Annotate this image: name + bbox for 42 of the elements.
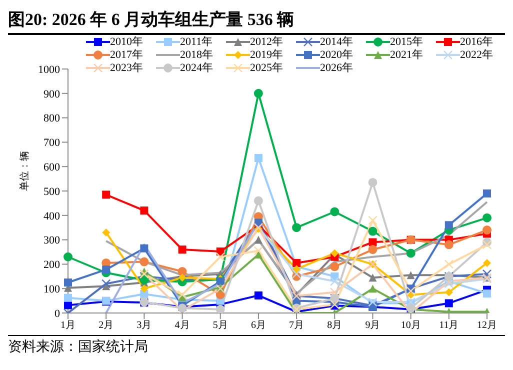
x-tick-label: 5月 xyxy=(212,320,228,332)
y-tick-label: 100 xyxy=(44,284,60,296)
legend-label: 2011年 xyxy=(180,35,213,49)
legend-label: 2010年 xyxy=(110,35,143,49)
x-tick-label: 10月 xyxy=(400,320,421,332)
y-tick-label: 400 xyxy=(44,210,60,222)
y-tick-label: 600 xyxy=(44,162,60,174)
legend-label: 2023年 xyxy=(110,61,143,75)
y-axis-title: 单位：辆 xyxy=(18,151,31,191)
x-tick-label: 11月 xyxy=(439,320,459,332)
legend-label: 2014年 xyxy=(320,35,353,49)
y-tick-label: 900 xyxy=(44,88,60,100)
y-tick-label: 700 xyxy=(44,137,60,150)
x-tick-label: 6月 xyxy=(250,320,266,332)
y-tick-label: 300 xyxy=(44,234,60,247)
chart-title: 图20: 2026 年 6 月动车组生产量 536 辆 xyxy=(8,8,505,35)
y-tick-label: 0 xyxy=(54,308,60,320)
x-tick-label: 8月 xyxy=(327,320,342,332)
legend-label: 2025年 xyxy=(250,61,283,75)
x-tick-label: 7月 xyxy=(289,320,304,332)
x-tick-label: 2月 xyxy=(98,320,114,332)
x-tick-label: 4月 xyxy=(174,320,190,332)
legend-label: 2019年 xyxy=(250,48,283,62)
legend-label: 2018年 xyxy=(180,48,213,62)
y-tick-label: 500 xyxy=(44,186,60,198)
y-tick-label: 800 xyxy=(44,112,60,125)
legend-label: 2024年 xyxy=(180,61,213,75)
legend-label: 2021年 xyxy=(390,48,423,62)
legend-label: 2015年 xyxy=(390,35,423,49)
y-tick-label: 1000 xyxy=(38,64,60,76)
legend-label: 2026年 xyxy=(320,61,353,75)
legend-label: 2020年 xyxy=(320,48,353,62)
x-tick-label: 1月 xyxy=(60,320,76,332)
legend-label: 2022年 xyxy=(460,48,493,62)
x-tick-label: 12月 xyxy=(477,320,497,332)
legend-label: 2012年 xyxy=(250,35,283,49)
legend-label: 2017年 xyxy=(110,48,143,62)
y-tick-label: 200 xyxy=(44,259,60,272)
x-tick-label: 9月 xyxy=(365,320,380,332)
text: 资料来源：国家统计局 xyxy=(8,340,148,355)
legend-label: 2016年 xyxy=(460,35,493,49)
x-tick-label: 3月 xyxy=(136,320,152,332)
